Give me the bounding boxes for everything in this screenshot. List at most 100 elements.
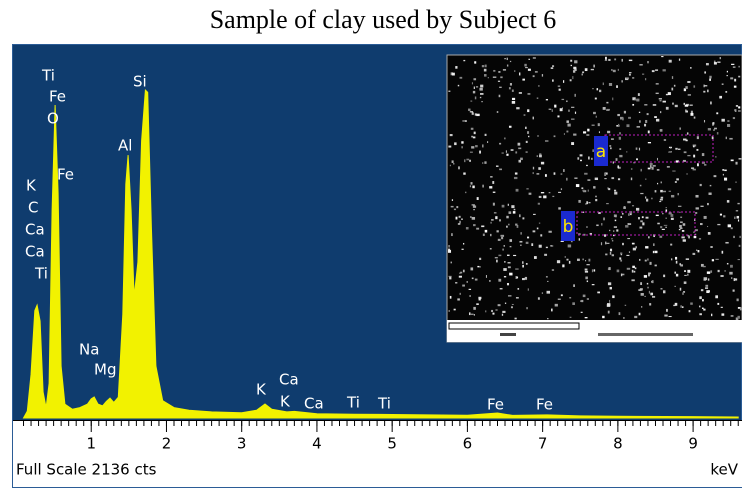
speckle: [491, 219, 494, 221]
speckle: [623, 206, 626, 208]
speckle: [484, 161, 487, 164]
speckle: [476, 197, 479, 200]
speckle: [645, 196, 647, 199]
speckle: [455, 66, 458, 69]
speckle: [640, 282, 643, 286]
speckle: [713, 60, 716, 62]
speckle: [699, 313, 702, 316]
sem-texture: [448, 56, 742, 321]
speckle: [617, 178, 621, 181]
speckle: [693, 154, 696, 158]
speckle: [658, 98, 662, 100]
speckle: [527, 109, 530, 113]
speckle: [719, 213, 723, 216]
speckle: [632, 97, 636, 101]
speckle: [730, 315, 734, 317]
speckle: [703, 215, 707, 219]
speckle: [651, 281, 653, 283]
speckle: [685, 139, 688, 142]
speckle: [506, 225, 508, 228]
speckle: [611, 69, 613, 71]
speckle: [572, 76, 574, 80]
speckle: [711, 136, 714, 140]
speckle: [551, 308, 553, 312]
speckle: [665, 93, 669, 96]
speckle: [614, 189, 617, 192]
speckle: [711, 259, 715, 262]
speckle: [707, 89, 709, 93]
speckle: [465, 226, 469, 230]
speckle: [729, 137, 733, 140]
speckle: [737, 219, 740, 222]
sem-image: [446, 54, 742, 343]
speckle: [522, 78, 525, 81]
speckle: [520, 244, 522, 246]
speckle: [461, 218, 463, 220]
speckle: [506, 215, 509, 219]
speckle: [682, 292, 684, 295]
speckle: [704, 85, 708, 87]
speckle: [543, 195, 547, 199]
speckle: [628, 73, 631, 76]
speckle: [479, 257, 482, 260]
speckle: [647, 130, 650, 134]
speckle: [472, 185, 475, 189]
speckle: [703, 90, 706, 93]
label-b-box: [561, 211, 575, 241]
speckle: [620, 253, 623, 256]
speckle: [697, 250, 700, 253]
speckle: [683, 138, 687, 141]
speckle: [451, 199, 454, 202]
speckle: [507, 266, 511, 269]
speckle: [532, 57, 536, 59]
speckle: [461, 248, 464, 250]
speckle: [616, 229, 619, 232]
speckle: [696, 136, 699, 140]
speckle: [588, 156, 590, 160]
speckle: [556, 260, 561, 264]
speckle: [468, 108, 471, 111]
speckle: [737, 202, 740, 205]
speckle: [687, 94, 691, 96]
speckle: [574, 93, 576, 97]
speckle: [648, 273, 650, 277]
speckle: [688, 235, 691, 239]
speckle: [532, 172, 534, 175]
speckle: [462, 284, 465, 287]
speckle: [591, 157, 593, 160]
speckle: [539, 154, 542, 158]
speckle: [585, 259, 587, 262]
speckle: [671, 258, 673, 261]
speckle: [524, 276, 528, 280]
speckle: [584, 172, 588, 175]
x-tick-label: 2: [162, 435, 172, 453]
speckle: [473, 131, 476, 135]
speckle: [731, 277, 733, 279]
speckle: [663, 274, 666, 278]
speckle: [654, 264, 657, 267]
speckle: [538, 222, 541, 224]
speckle: [458, 275, 462, 278]
speckle: [735, 181, 737, 183]
speckle: [615, 214, 617, 218]
speckle: [582, 294, 586, 298]
speckle: [469, 111, 474, 113]
speckle: [457, 223, 461, 225]
speckle: [544, 140, 549, 142]
speckle: [635, 147, 638, 150]
speckle: [646, 198, 649, 202]
speckle: [689, 104, 693, 106]
speckle: [613, 234, 615, 237]
speckle: [469, 151, 473, 153]
speckle: [513, 254, 517, 257]
speckle: [614, 219, 617, 222]
speckle: [735, 317, 739, 321]
speckle: [645, 178, 647, 180]
speckle: [560, 294, 563, 297]
speckle: [676, 178, 679, 181]
speckle: [675, 256, 678, 260]
speckle: [466, 158, 470, 161]
speckle: [591, 269, 593, 273]
speckle: [559, 108, 563, 112]
